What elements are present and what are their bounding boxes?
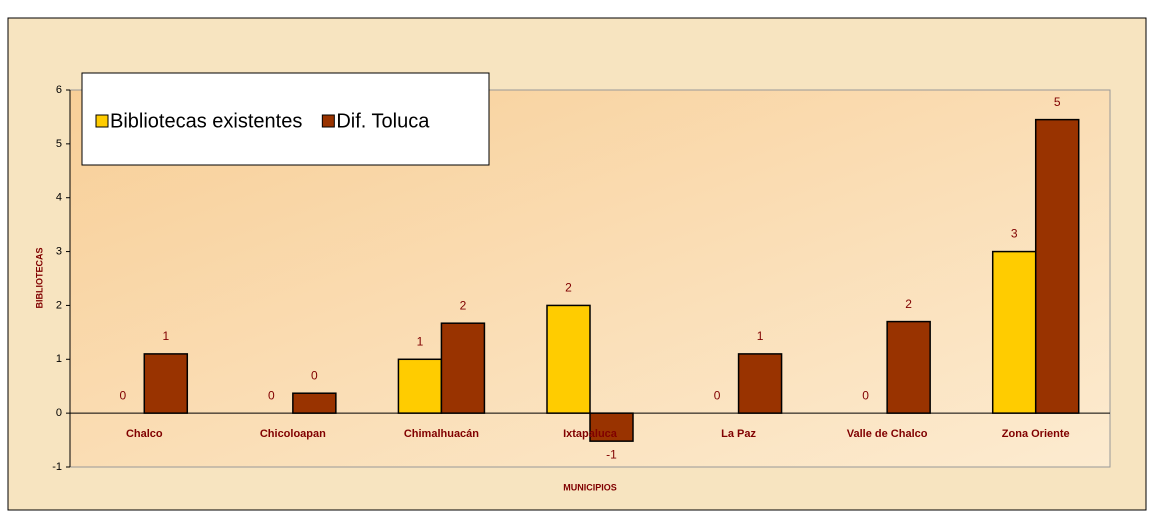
bar [397, 358, 443, 414]
value-label: 2 [565, 281, 572, 295]
y-tick-label: 1 [56, 353, 62, 365]
x-tick-label: Chimalhuacán [404, 428, 479, 440]
bar [143, 353, 189, 414]
value-label: 3 [1011, 227, 1018, 241]
y-tick-label: 3 [56, 245, 62, 257]
legend-swatch [321, 114, 335, 128]
value-label: 1 [417, 334, 424, 348]
value-label: 2 [905, 297, 912, 311]
value-label: 0 [268, 388, 275, 402]
y-tick-label: 5 [56, 138, 62, 150]
value-label: 0 [119, 388, 126, 402]
x-axis-title: MUNICIPIOS [563, 482, 617, 492]
y-tick-label: 6 [56, 84, 62, 96]
value-label: 0 [311, 368, 318, 382]
bar [991, 250, 1037, 414]
y-tick-label: 4 [56, 192, 62, 204]
x-tick-label: Zona Oriente [1002, 428, 1070, 440]
x-tick-label: Valle de Chalco [847, 428, 928, 440]
bar [737, 353, 783, 414]
bar [1034, 118, 1080, 414]
bar [292, 392, 337, 414]
value-label: 0 [714, 388, 721, 402]
value-label: 0 [862, 388, 869, 402]
bar [546, 304, 591, 414]
y-axis-title: BIBLIOTECAS [34, 247, 44, 308]
value-label: -1 [606, 447, 617, 461]
bar [886, 320, 931, 414]
value-label: 5 [1054, 95, 1061, 109]
legend-label: Bibliotecas existentes [110, 110, 302, 132]
y-tick-label: -1 [52, 461, 62, 473]
bar [440, 322, 486, 414]
x-tick-label: Chalco [126, 428, 163, 440]
x-tick-label: Chicoloapan [260, 428, 326, 440]
value-label: 2 [460, 298, 467, 312]
legend-swatch [95, 114, 109, 128]
y-tick-label: 2 [56, 299, 62, 311]
value-label: 1 [757, 329, 764, 343]
y-tick-label: 0 [56, 407, 62, 419]
legend-label: Dif. Toluca [336, 110, 430, 132]
x-tick-label: Ixtapaluca [563, 428, 618, 440]
value-label: 1 [162, 329, 169, 343]
legend-box [81, 72, 490, 166]
x-tick-label: La Paz [721, 428, 756, 440]
